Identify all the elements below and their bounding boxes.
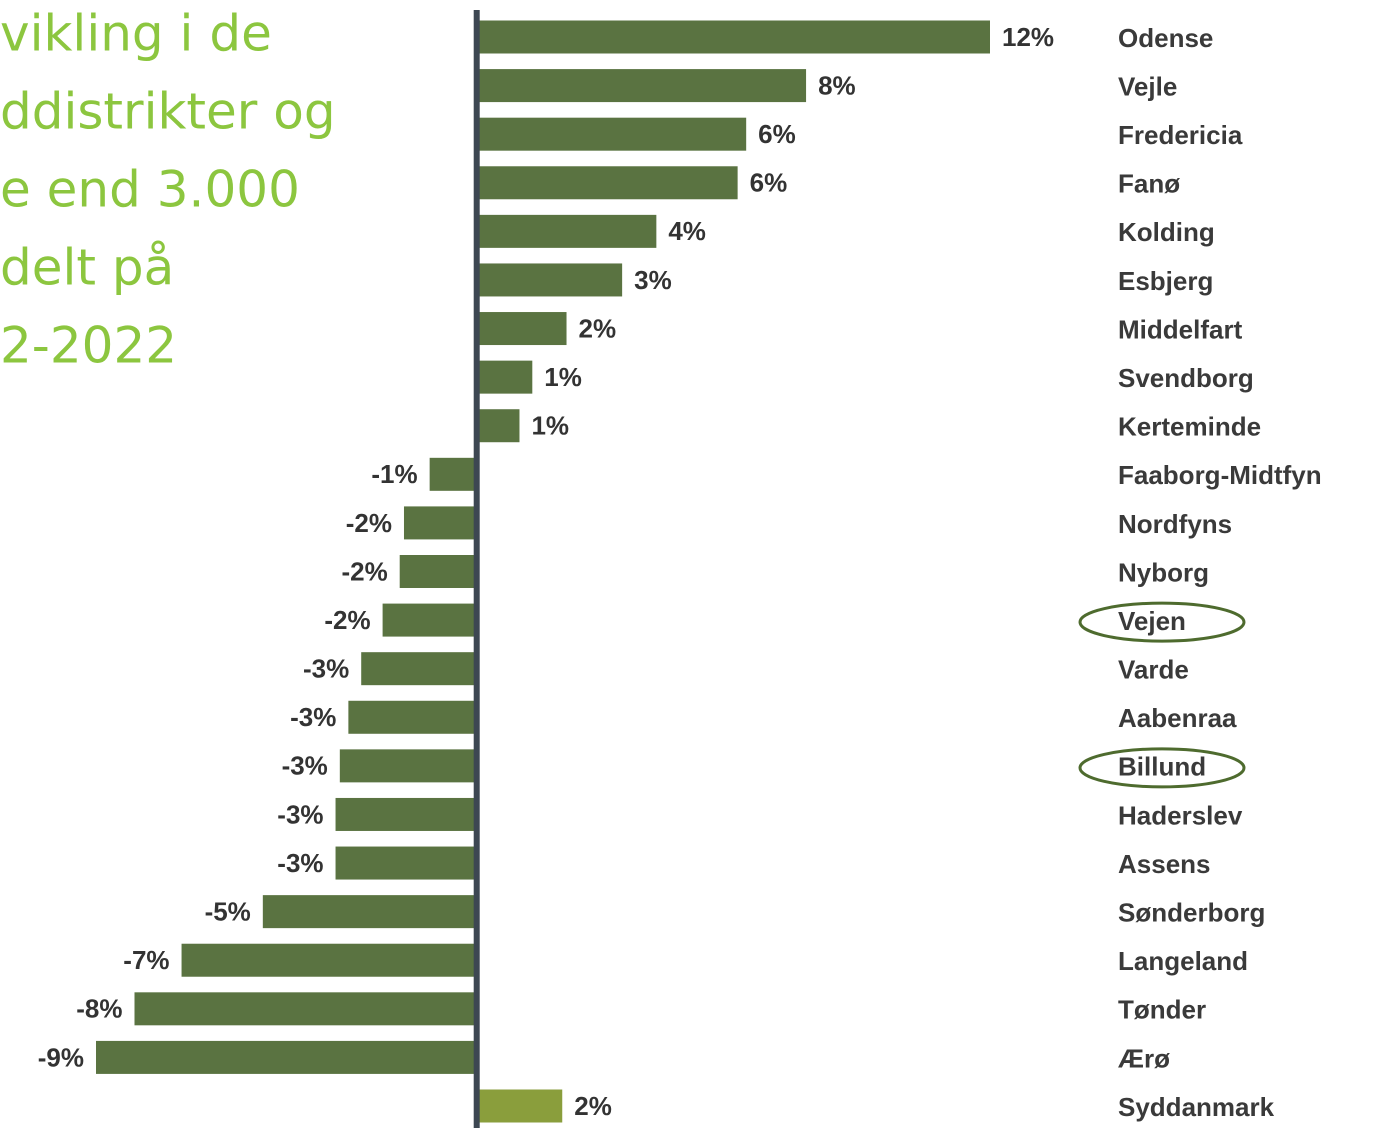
bar bbox=[429, 457, 477, 491]
highlight-circle bbox=[1078, 601, 1246, 643]
bar bbox=[476, 360, 533, 394]
bar bbox=[476, 69, 807, 103]
value-label: -2% bbox=[346, 508, 392, 538]
value-label: 3% bbox=[634, 265, 672, 295]
value-label: -8% bbox=[76, 994, 122, 1024]
value-label: 6% bbox=[750, 168, 788, 198]
category-label: Aabenraa bbox=[1118, 703, 1237, 733]
bar bbox=[361, 652, 477, 686]
bar bbox=[382, 603, 477, 637]
category-label: Faaborg-Midtfyn bbox=[1118, 460, 1322, 490]
bar bbox=[476, 312, 567, 346]
bar bbox=[476, 214, 657, 248]
category-label: Fredericia bbox=[1118, 120, 1243, 150]
value-label: -5% bbox=[205, 897, 251, 927]
value-label: 12% bbox=[1002, 22, 1054, 52]
category-label: Varde bbox=[1118, 655, 1189, 685]
bar bbox=[262, 895, 477, 929]
category-label: Nyborg bbox=[1118, 557, 1209, 587]
title-line: 2-2022 bbox=[0, 317, 177, 375]
bar bbox=[476, 166, 738, 200]
bar bbox=[476, 409, 520, 443]
category-label: Kolding bbox=[1118, 217, 1215, 247]
value-label: -2% bbox=[324, 605, 370, 635]
value-label: -7% bbox=[123, 945, 169, 975]
title-line: delt på bbox=[0, 239, 174, 297]
value-label: 6% bbox=[758, 119, 796, 149]
bar bbox=[476, 20, 990, 54]
value-label: 1% bbox=[544, 362, 582, 392]
category-label: Vejen bbox=[1118, 606, 1186, 636]
category-label: Assens bbox=[1118, 849, 1211, 879]
title-line: e end 3.000 bbox=[0, 161, 300, 219]
bar bbox=[181, 943, 477, 977]
category-label: Haderslev bbox=[1118, 800, 1243, 830]
category-label: Odense bbox=[1118, 23, 1213, 53]
bar bbox=[96, 1040, 477, 1074]
value-label: 4% bbox=[668, 216, 706, 246]
category-label: Langeland bbox=[1118, 946, 1248, 976]
value-label: 8% bbox=[818, 70, 856, 100]
value-label: -3% bbox=[290, 702, 336, 732]
category-label: Nordfyns bbox=[1118, 509, 1232, 539]
category-label: Syddanmark bbox=[1118, 1092, 1275, 1122]
category-label: Sønderborg bbox=[1118, 898, 1265, 928]
value-label: -3% bbox=[277, 799, 323, 829]
bar bbox=[403, 506, 477, 540]
title-line: ddistrikter og bbox=[0, 83, 336, 141]
category-label: Ærø bbox=[1118, 1043, 1170, 1073]
value-label: 2% bbox=[574, 1091, 612, 1121]
category-label: Billund bbox=[1118, 752, 1206, 782]
value-label: -3% bbox=[282, 751, 328, 781]
category-label: Svendborg bbox=[1118, 363, 1254, 393]
bar bbox=[476, 117, 747, 151]
category-label: Fanø bbox=[1118, 169, 1180, 199]
bar bbox=[335, 797, 477, 831]
value-label: -3% bbox=[277, 848, 323, 878]
bar bbox=[476, 263, 623, 297]
value-label: -3% bbox=[303, 654, 349, 684]
category-label: Esbjerg bbox=[1118, 266, 1213, 296]
category-label: Vejle bbox=[1118, 71, 1177, 101]
bar bbox=[335, 846, 477, 880]
category-label: Middelfart bbox=[1118, 314, 1243, 344]
bar bbox=[476, 1089, 563, 1123]
value-label: -9% bbox=[38, 1042, 84, 1072]
bar bbox=[399, 555, 477, 588]
value-label: 1% bbox=[531, 411, 569, 441]
value-label: -2% bbox=[341, 556, 387, 586]
highlight-circle bbox=[1078, 747, 1246, 789]
value-label: -1% bbox=[371, 459, 417, 489]
bar bbox=[348, 700, 477, 734]
bar bbox=[339, 749, 477, 783]
bar bbox=[134, 992, 477, 1026]
category-label: Kerteminde bbox=[1118, 412, 1261, 442]
title-line: vikling i de bbox=[0, 5, 272, 63]
value-label: 2% bbox=[579, 313, 617, 343]
category-label: Tønder bbox=[1118, 995, 1206, 1025]
